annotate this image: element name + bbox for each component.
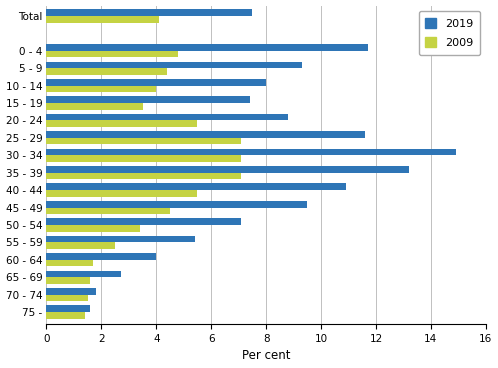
Bar (46, 201, 307, 208)
Bar (46, 138, 242, 145)
Legend: 2019, 2009: 2019, 2009 (419, 11, 480, 55)
Bar (46, 68, 167, 75)
Bar (46, 44, 368, 51)
Bar (46, 218, 242, 225)
Bar (46, 236, 195, 243)
Bar (46, 131, 365, 138)
Bar (46, 86, 156, 92)
Bar (46, 288, 96, 294)
Bar (46, 208, 170, 214)
Bar (46, 243, 115, 249)
Bar (46, 166, 409, 173)
Bar (46, 190, 198, 197)
Bar (46, 225, 140, 231)
Bar (46, 260, 93, 266)
Bar (46, 51, 178, 57)
Bar (46, 79, 266, 86)
Bar (46, 305, 91, 312)
Bar (46, 155, 242, 162)
X-axis label: Per cent: Per cent (242, 350, 290, 362)
Bar (46, 96, 249, 103)
Bar (46, 173, 242, 179)
Bar (46, 120, 198, 127)
Bar (46, 114, 288, 120)
Bar (46, 149, 456, 155)
Bar (46, 10, 252, 16)
Bar (46, 16, 159, 22)
Bar (46, 61, 302, 68)
Bar (46, 253, 156, 260)
Bar (46, 103, 142, 110)
Bar (46, 312, 85, 319)
Bar (46, 277, 91, 284)
Bar (46, 184, 346, 190)
Bar (46, 270, 121, 277)
Bar (46, 294, 88, 301)
